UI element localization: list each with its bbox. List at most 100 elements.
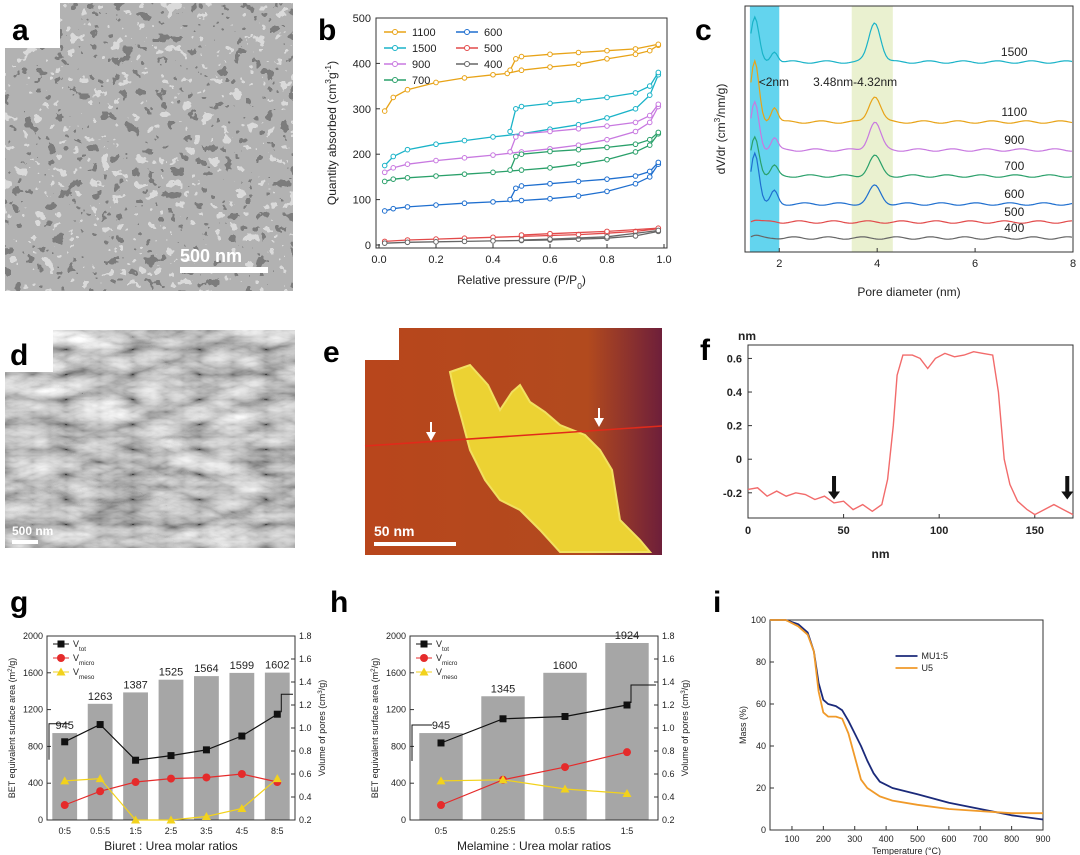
data-point-900 [381,169,388,176]
x-tick-label-i: 500 [910,834,925,844]
plot-frame-f [747,344,1074,519]
bar-value-label-g: 1387 [123,679,147,691]
psd-curve-900 [750,100,1073,152]
bar-value-label-g: 1263 [88,691,112,703]
y-tick-label-left-g: 0 [38,815,43,825]
y-tick-label-right-g: 0.2 [299,815,312,825]
data-point-900 [575,142,582,148]
x-axis-label-i: Temperature (°C) [872,846,941,855]
data-point-1100 [547,51,553,58]
y-tick-label-i: 0 [761,825,766,835]
line-h-Vtot [440,704,628,744]
data-point-400 [461,238,468,245]
point-g-Vtot [96,721,104,729]
data-point-900 [575,125,582,132]
y-tick-label-right-h: 1.4 [662,677,675,687]
legend-label-i: MU1:5 [922,651,949,661]
profile-arrow-f [828,476,841,500]
data-point-1100 [575,61,582,68]
psd-curve-500 [750,219,1073,224]
series-label-c-900: 900 [1004,133,1024,147]
bar-h-0.5:5 [543,672,587,820]
data-point-900 [433,157,439,164]
data-point-700 [390,176,397,182]
x-tick-label-i: 700 [973,834,988,844]
point-h-Vmeso [560,784,570,793]
y-axis-label-c: dV/dr (cm3/nm/g) [712,84,728,175]
profile-arrow-f [1061,476,1074,500]
x-tick-label-h: 0.25:5 [490,826,515,836]
point-g-Vmeso [237,804,247,812]
panel-a: a 500 nm [5,3,293,291]
bar-value-label-h: 1600 [553,660,577,672]
data-point-1500 [632,106,639,112]
panel-g-letter: g [10,586,28,619]
series-label-c-500: 500 [1004,205,1024,219]
data-point-600 [490,199,496,205]
point-h-Vmeso [498,775,508,784]
data-point-600 [433,202,439,208]
data-point-1100 [575,49,582,56]
panel-e-letter: e [323,336,340,369]
y-tick-label-b: 100 [353,195,371,207]
data-point-1500 [518,103,525,110]
series-label-c-700: 700 [1004,159,1024,173]
data-point-400 [547,236,553,242]
tga-curve-U5 [770,619,1043,815]
point-h-Vmicro [437,801,445,810]
data-point-1500 [547,100,553,107]
data-point-1100 [604,47,610,54]
legend-label-b: 900 [412,59,430,71]
y-tick-label-right-h: 0.6 [662,769,675,779]
afm-profile-line [364,425,663,447]
legend-marker-b [392,29,398,35]
data-point-400 [490,238,496,244]
data-point-500 [547,230,553,237]
adsorption-curve-900 [384,106,659,173]
y-tick-label-right-g: 1.4 [299,677,312,687]
x-tick-label-g: 0:5 [58,826,71,836]
psd-curve-600 [750,151,1073,206]
series-label-c-1100: 1100 [1001,105,1027,119]
x-axis-label-b: Relative pressure (P/P0) [457,273,586,291]
data-point-600 [646,174,653,180]
adsorption-curve-1100 [384,44,659,112]
point-h-Vtot [623,701,631,709]
bar-g-8:5 [264,672,290,820]
desorption-curve-500 [521,227,659,236]
x-tick-label-g: 1:5 [129,826,142,836]
chart-h: h94513451600192404008001200160020000.20.… [330,586,690,853]
point-g-Vmicro [167,774,175,783]
x-tick-label-h: 0:5 [435,826,448,836]
y-axis-label-f: nm [738,329,756,343]
data-point-1500 [513,106,519,112]
y-tick-label-right-g: 0.4 [299,792,312,802]
point-g-Vmicro [60,801,69,810]
data-point-700 [604,144,610,151]
data-point-900 [632,128,639,135]
x-tick-label-b: 0.4 [485,254,500,266]
y-tick-label-f: -0.2 [723,488,742,500]
data-point-600 [575,178,582,185]
data-point-600 [547,180,553,187]
x-tick-label-b: 0.0 [371,254,386,266]
afm-flake [448,363,653,553]
data-point-900 [461,155,468,161]
data-point-1100 [461,75,468,81]
point-g-Vmeso [201,812,211,821]
legend-marker-b [392,61,398,67]
data-point-600 [381,208,388,214]
data-point-400 [433,239,439,245]
y-tick-label-i: 20 [756,783,766,793]
legend-marker-b [464,45,470,51]
scale-bar-d [12,540,38,544]
bar-value-label-g: 1564 [194,663,218,675]
plot-frame-i [769,619,1044,831]
bar-value-label-g: 945 [56,720,74,732]
data-point-1100 [632,46,639,52]
data-point-600 [575,193,582,199]
legend-label-b: 600 [484,27,502,39]
y-tick-label-right-h: 1.8 [662,631,675,641]
data-point-1500 [646,83,653,89]
x-tick-label-g: 8:5 [271,826,284,836]
